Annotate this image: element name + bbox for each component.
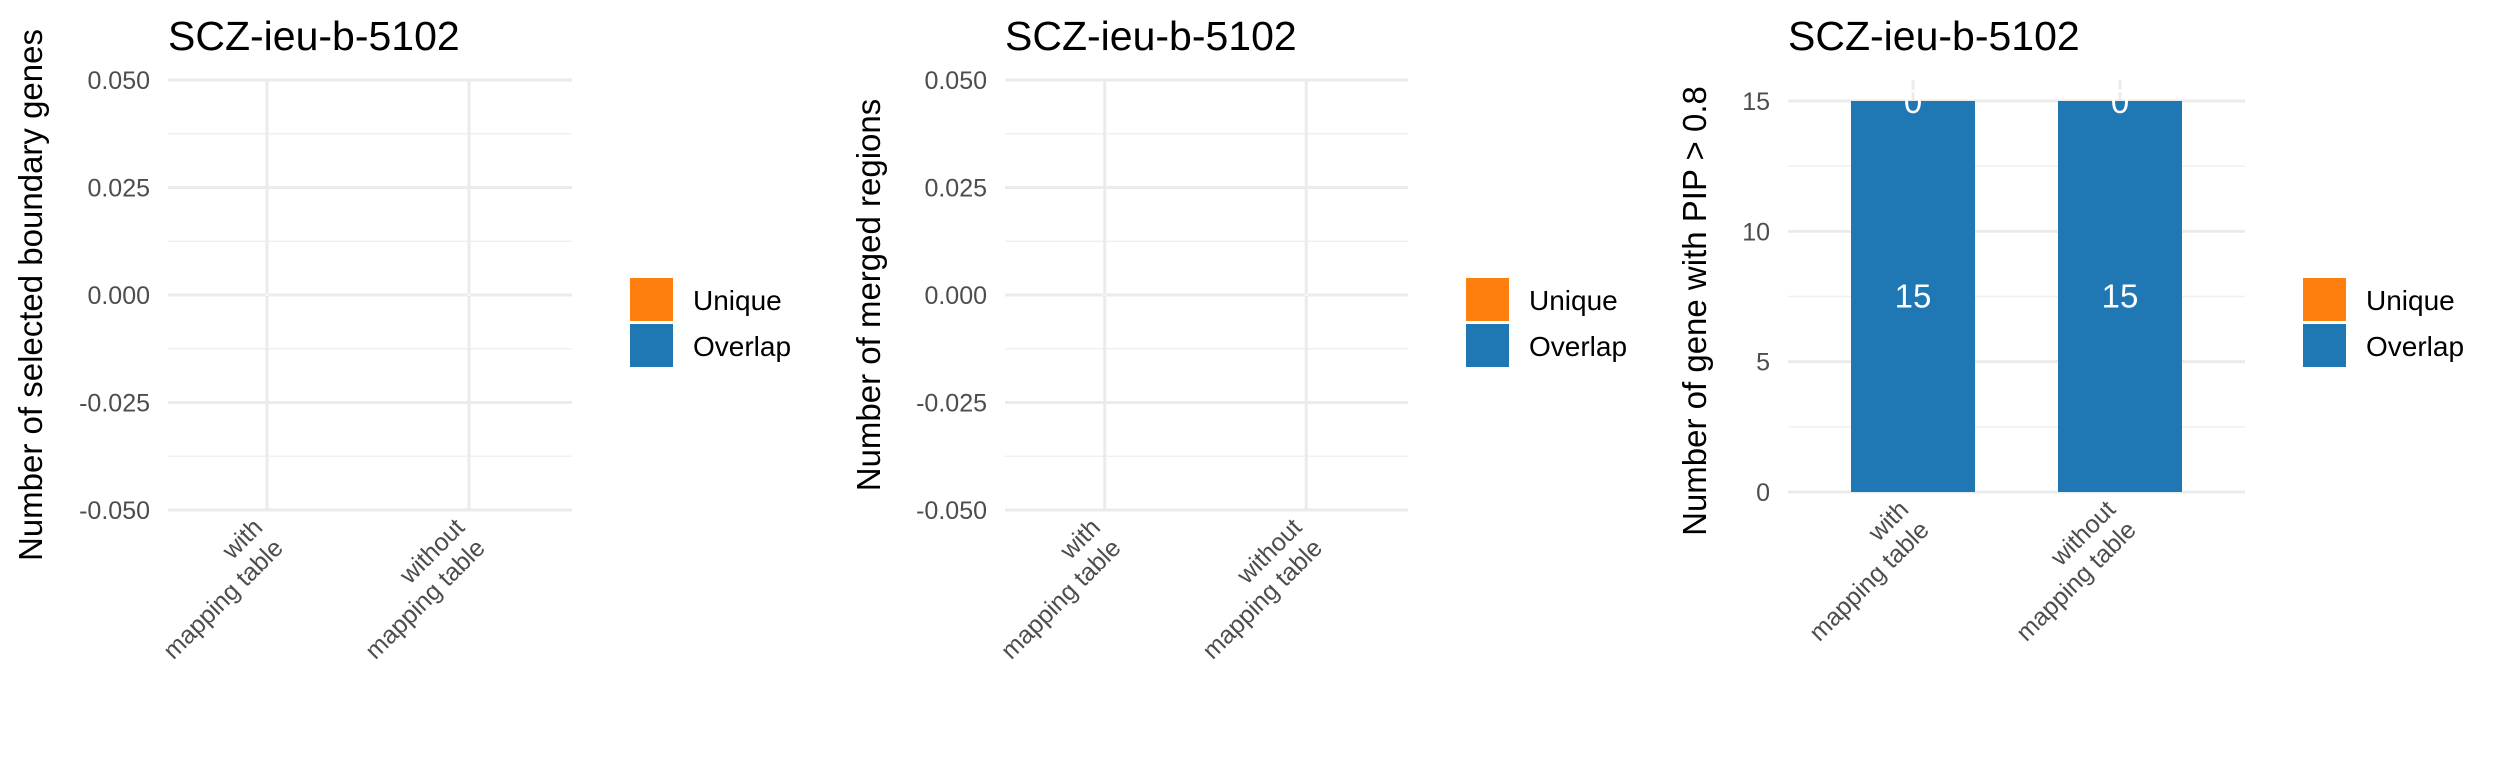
y-tick-label: 0	[1756, 479, 1770, 507]
y-tick-label: 5	[1756, 349, 1770, 377]
y-axis-label: Number of selected boundary genes	[12, 29, 49, 561]
legend-label: Unique	[1529, 285, 1618, 316]
bar-overlap	[1851, 101, 1975, 492]
y-tick-label: 0.050	[924, 67, 987, 95]
y-tick-label: 0.025	[924, 175, 987, 203]
legend-swatch-overlap	[1466, 324, 1509, 367]
bar-overlap	[467, 294, 471, 296]
y-tick-label: 0.000	[924, 282, 987, 310]
y-axis-label: Number of merged regions	[850, 99, 887, 492]
chart-panel-3: 0 5 10 15 15 15 0 0 withmapping table withoutmapp…	[1676, 13, 2464, 647]
x-tick-label-line: mapping table	[1804, 516, 1935, 647]
y-tick-label: -0.050	[916, 497, 987, 525]
data-label: 15	[1895, 278, 1932, 315]
legend-swatch-unique	[630, 278, 673, 321]
legend-label: Unique	[693, 285, 782, 316]
chart-panel-1: -0.050 -0.025 0.000 0.025 0.050 withmapping t…	[12, 13, 791, 665]
x-tick-label: withmapping table	[1783, 495, 1934, 646]
y-tick-label: 0.050	[87, 67, 150, 95]
legend: Unique Overlap	[2303, 278, 2464, 367]
bar-overlap	[1304, 294, 1309, 296]
legend: Unique Overlap	[1466, 278, 1627, 367]
x-tick-label: withoutmapping table	[1177, 513, 1328, 664]
x-tick-label: withmapping table	[975, 513, 1126, 664]
legend-label: Unique	[2366, 285, 2455, 316]
x-tick-label-line: mapping table	[996, 534, 1127, 665]
legend-swatch-unique	[1466, 278, 1509, 321]
data-label: 0	[2111, 83, 2129, 120]
legend-label: Overlap	[2366, 331, 2464, 362]
x-tick-label-line: mapping table	[158, 534, 289, 665]
legend-swatch-unique	[2303, 278, 2346, 321]
bar-overlap	[2058, 101, 2182, 492]
x-tick-label: withoutmapping table	[1990, 495, 2141, 646]
legend: Unique Overlap	[630, 278, 791, 367]
chart-title: SCZ-ieu-b-5102	[1788, 13, 2080, 59]
y-tick-label: 10	[1742, 218, 1770, 246]
legend-label: Overlap	[693, 331, 791, 362]
legend-swatch-overlap	[2303, 324, 2346, 367]
chart-title: SCZ-ieu-b-5102	[168, 13, 460, 59]
chart-panel-2: -0.050 -0.025 0.000 0.025 0.050 withmapping t…	[850, 13, 1627, 665]
data-label: 0	[1904, 83, 1922, 120]
y-tick-label: -0.050	[79, 497, 150, 525]
y-tick-label: 15	[1742, 88, 1770, 116]
chart-title: SCZ-ieu-b-5102	[1005, 13, 1297, 59]
y-tick-label: 0.000	[87, 282, 150, 310]
bar-overlap	[1102, 294, 1107, 296]
legend-swatch-overlap	[630, 324, 673, 367]
y-tick-label: -0.025	[79, 390, 150, 418]
x-tick-label: withoutmapping table	[339, 513, 490, 664]
legend-label: Overlap	[1529, 331, 1627, 362]
y-tick-label: -0.025	[916, 390, 987, 418]
y-tick-label: 0.025	[87, 175, 150, 203]
x-tick-label: withmapping table	[137, 513, 288, 664]
bar-overlap	[265, 294, 269, 296]
y-axis-label: Number of gene with PIP > 0.8	[1676, 86, 1713, 536]
data-label: 15	[2102, 278, 2139, 315]
